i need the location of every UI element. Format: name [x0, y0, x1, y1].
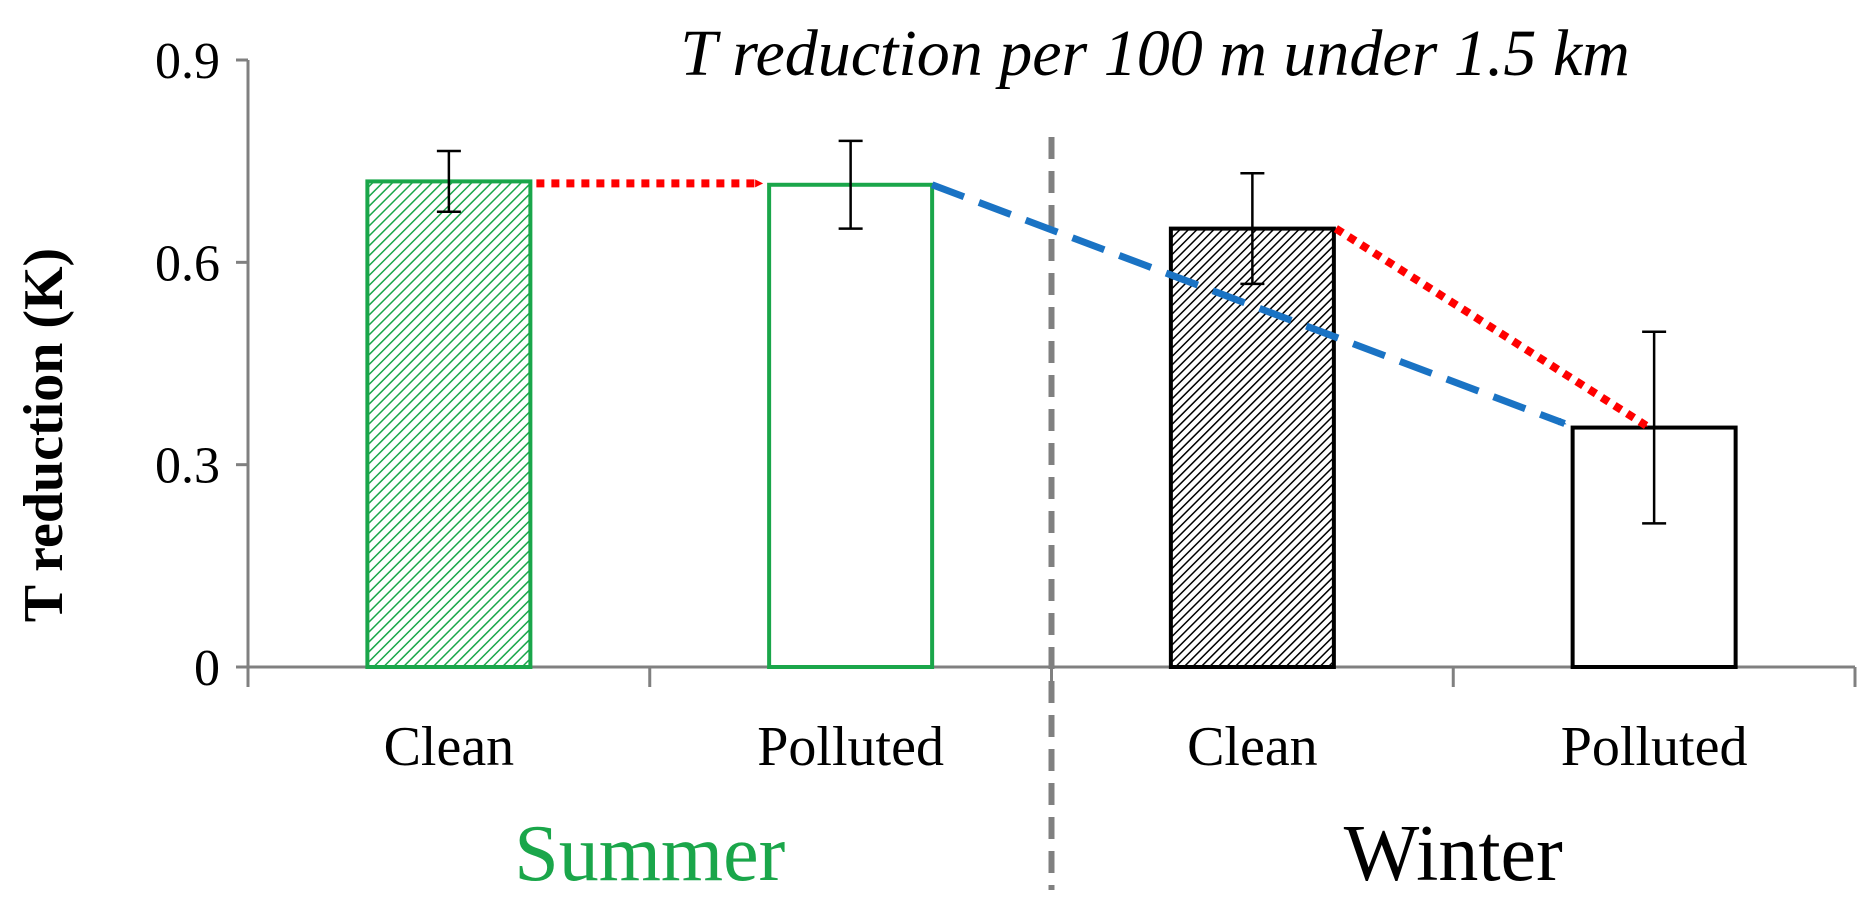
- chart-title: T reduction per 100 m under 1.5 km: [680, 17, 1630, 90]
- bar-winter-clean: [1168, 226, 1336, 669]
- y-tick-label: 0.3: [155, 438, 220, 495]
- category-label: Clean: [1187, 716, 1318, 778]
- y-tick-label: 0.9: [155, 33, 220, 90]
- arrows-layer: [536, 179, 1649, 429]
- category-label: Polluted: [1561, 716, 1748, 778]
- group-label-winter: Winter: [1344, 810, 1563, 898]
- error-bars-layer: [436, 139, 1667, 525]
- category-label: Clean: [384, 716, 515, 778]
- bar-summer-clean: [365, 179, 533, 669]
- category-label: Polluted: [757, 716, 944, 778]
- bar-winter-polluted: [1570, 425, 1738, 670]
- trend-arrow-dashed: [930, 181, 1567, 427]
- y-tick-label: 0: [194, 640, 220, 697]
- y-ticks: 0 0.3 0.6 0.9: [155, 33, 248, 697]
- trend-arrow-dotted: [1333, 225, 1649, 429]
- bar-summer-polluted: [767, 182, 935, 669]
- bars-layer: [365, 179, 1738, 670]
- group-labels: Summer Winter: [514, 810, 1563, 898]
- y-axis-label: T reduction (K): [13, 248, 75, 622]
- category-labels: Clean Polluted Clean Polluted: [384, 716, 1748, 778]
- y-tick-label: 0.6: [155, 235, 220, 292]
- group-label-summer: Summer: [514, 810, 785, 898]
